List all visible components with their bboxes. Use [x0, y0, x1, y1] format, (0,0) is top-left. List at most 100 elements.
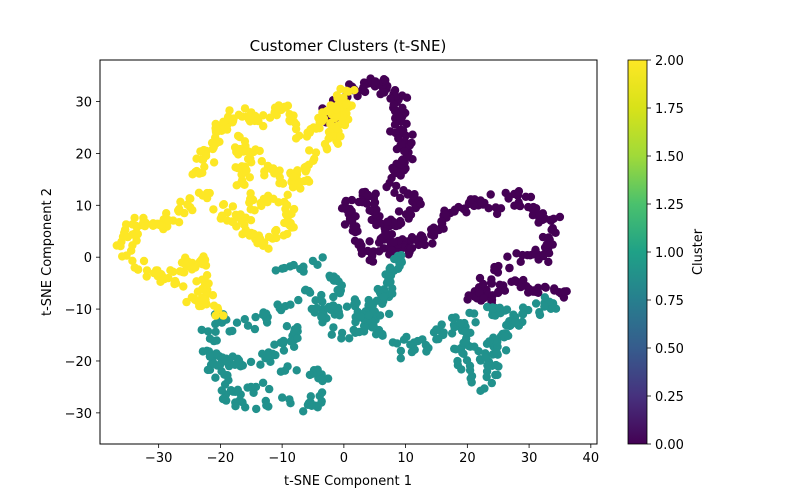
data-point-cluster-2 — [139, 256, 149, 266]
data-point-cluster-1 — [502, 305, 512, 314]
data-point-cluster-2 — [245, 198, 254, 207]
data-point-cluster-1 — [282, 322, 292, 331]
data-point-cluster-2 — [213, 127, 222, 136]
x-axis-ticks: −30 −20 −10 0 10 20 30 40 — [145, 444, 599, 466]
data-point-cluster-1 — [294, 295, 303, 305]
data-point-cluster-2 — [202, 271, 212, 280]
data-point-cluster-2 — [286, 114, 295, 123]
data-point-cluster-1 — [279, 346, 289, 355]
data-point-cluster-1 — [396, 354, 405, 363]
data-point-cluster-2 — [249, 229, 258, 238]
data-point-cluster-0 — [398, 103, 407, 113]
data-point-cluster-1 — [211, 319, 220, 329]
data-point-cluster-2 — [259, 194, 268, 204]
x-tick-label: 40 — [583, 451, 600, 466]
data-point-cluster-0 — [365, 237, 374, 246]
data-point-cluster-2 — [324, 134, 333, 143]
data-point-cluster-0 — [386, 94, 395, 103]
data-point-cluster-2 — [272, 226, 281, 236]
data-point-cluster-0 — [399, 186, 408, 195]
data-point-cluster-1 — [329, 301, 338, 310]
data-point-cluster-1 — [485, 337, 494, 346]
x-tick-label: 10 — [397, 451, 414, 466]
data-point-cluster-2 — [279, 231, 288, 240]
data-point-cluster-2 — [291, 134, 301, 143]
data-point-cluster-1 — [305, 370, 315, 380]
data-point-cluster-2 — [332, 124, 342, 133]
data-point-cluster-1 — [352, 298, 361, 307]
data-point-cluster-2 — [208, 144, 217, 154]
data-point-cluster-1 — [501, 346, 511, 355]
data-point-cluster-1 — [290, 325, 299, 334]
data-point-cluster-2 — [278, 179, 288, 188]
data-point-cluster-2 — [256, 234, 265, 243]
colorbar-tick-label: 1.00 — [655, 246, 684, 261]
data-point-cluster-1 — [480, 384, 489, 393]
data-point-cluster-2 — [222, 216, 232, 225]
data-point-cluster-1 — [385, 264, 394, 273]
data-point-cluster-0 — [495, 280, 504, 289]
data-point-cluster-0 — [512, 249, 521, 258]
data-point-cluster-1 — [311, 296, 320, 305]
data-point-cluster-2 — [160, 275, 169, 284]
data-point-cluster-2 — [198, 285, 208, 294]
x-tick-label: −30 — [145, 451, 172, 466]
data-point-cluster-0 — [387, 246, 396, 255]
data-point-cluster-2 — [242, 228, 252, 238]
data-point-cluster-1 — [439, 328, 448, 337]
data-point-cluster-0 — [539, 250, 548, 259]
data-point-cluster-1 — [243, 321, 253, 330]
data-point-cluster-2 — [302, 132, 312, 141]
data-point-cluster-1 — [418, 335, 427, 344]
data-point-cluster-2 — [315, 117, 324, 127]
data-point-cluster-2 — [195, 169, 204, 178]
y-axis-ticks: −30 −20 −10 0 10 20 30 — [65, 96, 100, 422]
data-point-cluster-2 — [219, 311, 228, 320]
data-point-cluster-0 — [437, 217, 446, 226]
data-point-cluster-1 — [317, 397, 326, 406]
data-point-cluster-1 — [335, 311, 344, 320]
data-point-cluster-0 — [337, 204, 347, 213]
data-point-cluster-0 — [408, 191, 418, 200]
data-point-cluster-2 — [289, 223, 298, 232]
data-point-cluster-0 — [503, 252, 512, 261]
data-point-cluster-1 — [481, 353, 491, 362]
data-point-cluster-0 — [477, 198, 486, 207]
data-point-cluster-1 — [495, 303, 504, 312]
y-tick-label: −30 — [65, 407, 92, 422]
data-point-cluster-2 — [202, 193, 212, 203]
x-tick-label: −10 — [268, 451, 295, 466]
data-point-cluster-1 — [494, 362, 503, 371]
data-point-cluster-2 — [240, 104, 250, 113]
data-point-cluster-1 — [432, 335, 441, 344]
data-point-cluster-2 — [336, 132, 345, 141]
plot-frame — [99, 59, 598, 445]
data-point-cluster-0 — [428, 239, 437, 248]
data-point-cluster-0 — [365, 206, 374, 215]
data-point-cluster-1 — [228, 352, 237, 361]
data-point-cluster-1 — [307, 401, 316, 410]
x-tick-label: 0 — [340, 451, 348, 466]
data-point-cluster-2 — [201, 151, 211, 161]
data-point-cluster-1 — [540, 302, 549, 311]
data-point-cluster-2 — [128, 256, 137, 265]
data-point-cluster-2 — [236, 210, 245, 219]
data-point-cluster-0 — [390, 188, 399, 197]
data-point-cluster-1 — [326, 273, 335, 282]
data-point-cluster-1 — [266, 357, 275, 366]
data-point-cluster-0 — [395, 113, 404, 122]
data-point-cluster-2 — [293, 166, 302, 175]
data-point-cluster-1 — [467, 378, 476, 387]
data-point-cluster-0 — [390, 120, 400, 129]
data-point-cluster-2 — [169, 267, 178, 276]
data-point-cluster-0 — [516, 257, 525, 266]
data-point-cluster-0 — [394, 134, 403, 143]
data-point-cluster-0 — [360, 87, 370, 97]
y-tick-label: 0 — [84, 251, 92, 266]
data-point-cluster-2 — [305, 146, 314, 155]
data-point-cluster-1 — [280, 263, 289, 273]
data-point-cluster-2 — [188, 205, 197, 215]
data-point-cluster-0 — [524, 202, 533, 212]
data-point-cluster-1 — [518, 303, 528, 312]
data-point-cluster-2 — [272, 233, 281, 243]
